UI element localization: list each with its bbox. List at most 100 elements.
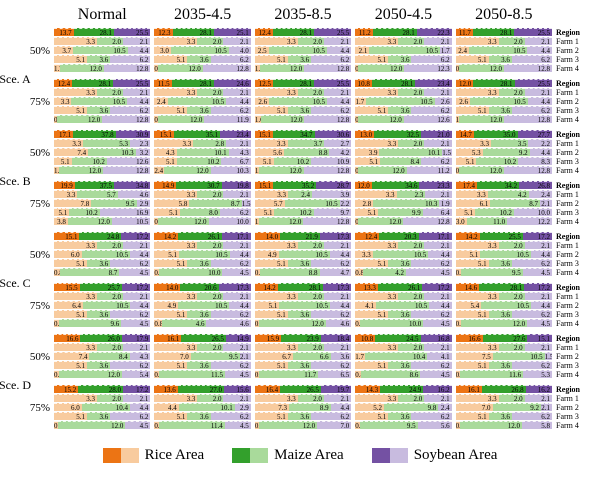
band-d-50: 50% 16.6 26.0 17.9 3.3 2.0 2.1 7.4 8.4 4.3 5.1 3.6 6… (28, 334, 598, 379)
farm-bar: 3.3 2.8 2.1 (154, 139, 251, 147)
bar-segment-maize: 12.0 (258, 166, 304, 174)
row-labels: Region Farm 1 Farm 2 Farm 3 Farm 4 (554, 28, 598, 73)
maize-light-swatch-icon (250, 447, 269, 463)
bar-segment-rice: 3.3 (254, 343, 298, 351)
bar-segment-maize: 25.7 (79, 283, 122, 291)
bar-segment-maize: 10.5 (178, 301, 230, 309)
bar-segment-rice: 7.4 (54, 148, 89, 156)
bar-segment-rice: 4.1 (355, 301, 377, 309)
bar-segment-rice: 5.1 (355, 259, 389, 267)
farm-bar: 3.3 2.0 2.1 (455, 343, 552, 351)
bar-segment-soybean: 6.2 (219, 208, 251, 216)
row-label-farm-4: Farm 4 (556, 268, 579, 277)
bar-segment-soybean: 4.2 (329, 148, 352, 156)
farm-bar: 2.5 10.5 4.4 (254, 46, 352, 54)
region-bar: 12.3 28.1 25.1 (154, 28, 251, 36)
bar-segment-maize: 28.1 (472, 28, 515, 36)
bar-segment-rice: 3.3 (154, 37, 198, 45)
farm-bar: 5.1 3.6 6.2 (455, 310, 552, 318)
bar-segment-soybean: 17.3 (323, 283, 352, 291)
bar-segment-soybean: 27.7 (517, 130, 553, 138)
bar-segment-soybean: 25.5 (113, 79, 151, 87)
bar-segment-soybean: 2.1 (424, 88, 452, 96)
region-bar: 16.1 26.8 16.2 (455, 385, 552, 393)
pct-label: 50% (29, 146, 51, 159)
bar-segment-rice: 5.1 (154, 250, 179, 258)
bar-segment-maize: 3.6 (287, 412, 312, 420)
bar-segment-soybean: 22.3 (416, 28, 452, 36)
bar-segment-maize: 8.4 (89, 352, 130, 360)
bar-segment-maize: 11.7 (258, 370, 319, 378)
bar-segment-rice: 15.1 (254, 181, 274, 189)
bar-segment-soybean: 2.1 (223, 292, 251, 300)
bar-segment-rice: 6.4 (54, 301, 83, 309)
bar-segment-rice: 14.0 (154, 283, 181, 291)
farm-bar: 0.912.05.4 (54, 370, 151, 378)
bar-segment-maize: 8.7 (59, 268, 120, 276)
legend-label: Rice Area (144, 446, 205, 463)
farm-bar: 1.012.012.8 (455, 115, 553, 123)
bar-segment-soybean: 12.8 (504, 115, 553, 123)
soybean-light-swatch-icon (389, 447, 408, 463)
bar-segment-rice: 12.0 (455, 79, 474, 87)
band-col-2050-8.5: 11.7 28.1 25.5 3.3 2.0 2.1 2.4 10.5 4.4 5.1 3.6 6.2… (455, 28, 553, 73)
bar-segment-soybean: 4.5 (522, 268, 553, 276)
farm-bar: 5.1 3.6 6.2 (54, 310, 151, 318)
bar-segment-maize: 24.9 (380, 385, 424, 393)
bar-segment-maize: 9.2 (482, 148, 530, 156)
band-col-2050-8.5: 17.4 34.2 26.8 3.3 4.2 2.4 6.1 8.7 2.1 5.1 10.2 10.… (455, 181, 553, 226)
bar-segment-maize: 28.0 (78, 385, 123, 393)
bar-segment-maize: 10.2 (274, 208, 314, 216)
bar-segment-soybean: 2.4 (438, 403, 452, 411)
bar-segment-maize: 27.6 (482, 334, 528, 342)
farm-bar: 3.3 2.0 2.1 (154, 190, 251, 198)
bar-segment-maize: 12.0 (58, 370, 122, 378)
band-col-2050-4.5: 13.0 32.5 21.0 3.3 2.0 2.1 3.9 10.1 1.5 5.1 8.4 6.2… (355, 130, 452, 175)
bar-segment-maize: 2.0 (398, 139, 425, 147)
bar-segment-maize: 2.0 (498, 292, 525, 300)
farm-bar: 7.0 9.2 2.1 (455, 403, 553, 411)
farm-bar: 5.1 3.6 6.2 (54, 412, 151, 420)
row-label-region: Region (556, 181, 580, 190)
farm-bar: 3.3 2.0 2.1 (254, 241, 352, 249)
band-col-Normal: 12.4 28.1 25.5 3.3 2.0 2.1 3.3 10.5 4.4 5.1 3.6 6.2… (54, 79, 151, 124)
bar-segment-maize: 28.1 (171, 79, 214, 87)
bar-segment-rice: 14.9 (154, 181, 177, 189)
row-label-farm-1: Farm 1 (556, 241, 579, 250)
farm-bar: 5.1 9.9 6.4 (355, 208, 452, 216)
bar-segment-maize: 10.2 (176, 157, 222, 165)
farm-bar: 0.89.55.6 (355, 421, 452, 429)
farm-bar: 0.812.04.6 (254, 319, 352, 327)
farm-bar: 6.7 6.6 3.6 (254, 352, 352, 360)
bar-segment-rice: 7.3 (254, 403, 289, 411)
bar-segment-soybean: 12.6 (403, 115, 452, 123)
region-bar: 13.3 26.1 17.2 (355, 283, 452, 291)
column-title-2035-85: 2035-8.5 (274, 6, 332, 23)
bar-segment-maize: 10.5 (268, 46, 327, 54)
bar-segment-maize: 10.1 (379, 148, 443, 156)
bar-segment-soybean: 6.5 (318, 370, 352, 378)
bar-segment-soybean: 3.2 (135, 148, 151, 156)
region-bar: 12.0 28.1 25.5 (455, 79, 552, 87)
bar-segment-rice: 1.1 (254, 166, 259, 174)
bar-segment-maize: 12.0 (459, 421, 522, 429)
bar-segment-rice: 5.1 (54, 259, 87, 267)
bar-segment-rice: 3.3 (154, 394, 198, 402)
bar-segment-soybean: 16.2 (423, 385, 452, 393)
bar-segment-maize: 3.6 (86, 259, 111, 267)
bar-segment-rice: 5.1 (455, 106, 489, 114)
bar-segment-soybean: 30.9 (115, 130, 151, 138)
bar-segment-soybean: 10.5 (111, 217, 151, 225)
band-col-2035-4.5: 12.3 28.1 25.1 3.3 2.0 2.1 3.0 10.5 4.0 5.1 3.6 6.2… (154, 28, 251, 73)
farm-bar: 3.3 2.0 2.1 (54, 343, 151, 351)
bar-segment-soybean: 4.3 (129, 352, 151, 360)
row-label-farm-2: Farm 2 (556, 148, 579, 157)
bar-segment-maize: 10.5 (468, 46, 528, 54)
region-bar: 14.2 26.1 17.1 (154, 232, 251, 240)
bar-segment-maize: 10.5 (81, 250, 131, 258)
bar-segment-soybean: 6.2 (110, 412, 151, 420)
pct-label: 50% (29, 350, 51, 363)
farm-bar: 0.811.44.5 (154, 421, 251, 429)
bar-segment-maize: 2.8 (193, 139, 227, 147)
legend-label: Maize Area (274, 446, 344, 463)
